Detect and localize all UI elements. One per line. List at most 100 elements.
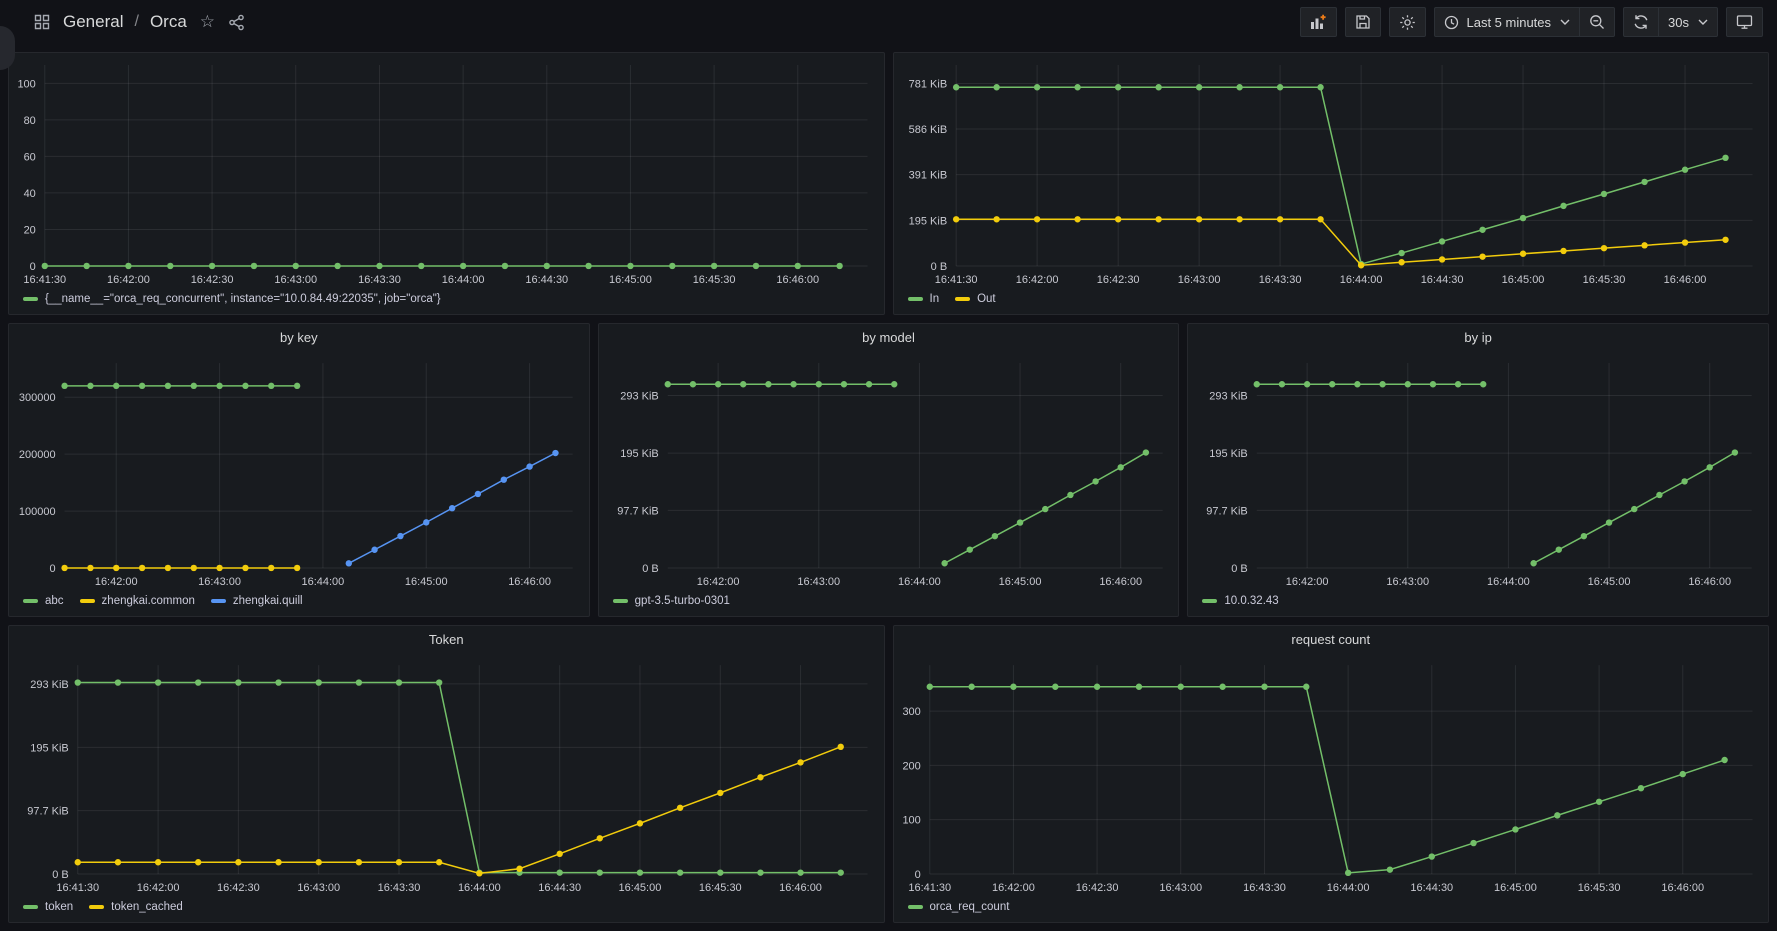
svg-text:0 B: 0 B [642, 563, 659, 575]
svg-text:16:42:00: 16:42:00 [1015, 274, 1058, 286]
svg-text:195 KiB: 195 KiB [30, 742, 68, 754]
svg-text:195 KiB: 195 KiB [908, 215, 946, 227]
by-key-chart[interactable]: 0 100000 200000 300000 16:42:00 16:43:00 16:44… [9, 351, 589, 592]
svg-text:586 KiB: 586 KiB [908, 124, 946, 136]
svg-text:16:44:00: 16:44:00 [302, 576, 345, 588]
token-chart[interactable]: 0 B 97.7 KiB 195 KiB 293 KiB 16:41:30 16:42:0… [9, 653, 884, 898]
legend-label: zhengkai.common [101, 595, 195, 607]
legend-swatch [79, 599, 95, 603]
svg-text:781 KiB: 781 KiB [908, 79, 946, 91]
svg-text:16:42:00: 16:42:00 [696, 576, 739, 588]
svg-text:20: 20 [24, 224, 36, 236]
svg-text:16:42:00: 16:42:00 [107, 274, 150, 286]
svg-text:97.7 KiB: 97.7 KiB [27, 806, 69, 818]
legend-label: token [45, 901, 74, 913]
legend-label: token_cached [111, 901, 183, 913]
svg-text:300000: 300000 [19, 392, 56, 404]
svg-text:16:41:30: 16:41:30 [934, 274, 977, 286]
orca-req-concurrent-chart[interactable]: 0 20 40 60 80 100 16:41:30 16:42:00 16:42:30 16:4… [9, 53, 884, 290]
svg-text:16:43:30: 16:43:30 [1258, 274, 1301, 286]
legend-item[interactable]: zhengkai.quill [210, 595, 303, 607]
clock-icon [1445, 15, 1459, 29]
svg-text:97.7 KiB: 97.7 KiB [1207, 505, 1249, 517]
legend: {__name__="orca_req_concurrent", instanc… [9, 290, 884, 314]
svg-text:293 KiB: 293 KiB [30, 679, 68, 691]
monitor-icon [1736, 15, 1753, 29]
svg-text:16:46:00: 16:46:00 [779, 882, 822, 894]
time-range-label: Last 5 minutes [1466, 14, 1552, 30]
legend-item[interactable]: orca_req_count [907, 901, 1009, 913]
svg-text:16:45:30: 16:45:30 [693, 274, 736, 286]
chevron-down-icon [1698, 19, 1708, 25]
legend: orca_req_count [894, 898, 1769, 922]
legend-swatch [23, 297, 38, 301]
svg-text:200: 200 [902, 760, 920, 772]
by-ip-chart[interactable]: 0 B 97.7 KiB 195 KiB 293 KiB 16:42:00 16:43:0… [1188, 351, 1768, 592]
legend-item[interactable]: token_cached [89, 901, 183, 913]
svg-text:293 KiB: 293 KiB [620, 390, 658, 402]
legend-item[interactable]: zhengkai.common [79, 595, 195, 607]
legend-item[interactable]: 10.0.32.43 [1202, 595, 1279, 607]
dashboard-settings-button[interactable] [1389, 7, 1427, 37]
share-icon[interactable] [224, 10, 249, 35]
svg-text:16:45:30: 16:45:30 [1577, 882, 1620, 894]
request-count-chart[interactable]: 0 100 200 300 16:41:30 16:42:00 16:42:30 16:43:… [894, 653, 1769, 898]
svg-text:16:45:00: 16:45:00 [1588, 576, 1631, 588]
legend-item[interactable]: In [907, 293, 940, 305]
svg-text:200000: 200000 [19, 449, 56, 461]
panel-title[interactable]: by model [862, 330, 915, 345]
svg-text:16:43:00: 16:43:00 [797, 576, 840, 588]
legend-swatch [955, 297, 971, 301]
legend-item[interactable]: token [23, 901, 73, 913]
legend: abc zhengkai.common zhengkai.quill [9, 592, 589, 616]
svg-text:16:44:00: 16:44:00 [898, 576, 941, 588]
zoom-out-time-button[interactable] [1580, 7, 1616, 37]
legend-item[interactable]: gpt-3.5-turbo-0301 [612, 595, 730, 607]
add-panel-button[interactable] [1300, 7, 1338, 37]
panel-request-count: request count 0 100 200 300 16:41:30 16:42:00… [892, 625, 1769, 923]
dashboards-grid-icon[interactable] [30, 10, 54, 34]
network-in-out-chart[interactable]: 0 B 195 KiB 391 KiB 586 KiB 781 KiB 16:41:30 1… [894, 53, 1769, 290]
by-model-chart[interactable]: 0 B 97.7 KiB 195 KiB 293 KiB 16:42:00 16:43:0… [599, 351, 1179, 592]
time-range-picker[interactable]: Last 5 minutes [1434, 7, 1581, 37]
panel-title[interactable]: request count [1291, 632, 1371, 647]
panel-title[interactable]: by key [280, 330, 318, 345]
legend-label: abc [45, 595, 64, 607]
svg-text:16:44:00: 16:44:00 [1487, 576, 1530, 588]
svg-text:16:43:00: 16:43:00 [297, 882, 340, 894]
svg-text:16:43:00: 16:43:00 [198, 576, 241, 588]
legend-item[interactable]: {__name__="orca_req_concurrent", instanc… [23, 293, 441, 305]
add-panel-icon [1311, 14, 1327, 29]
svg-text:16:44:00: 16:44:00 [1326, 882, 1369, 894]
legend-label: gpt-3.5-turbo-0301 [634, 595, 730, 607]
legend-item[interactable]: abc [23, 595, 64, 607]
save-dashboard-button[interactable] [1345, 7, 1382, 37]
svg-text:100000: 100000 [19, 506, 56, 518]
legend: In Out [894, 290, 1769, 314]
refresh-interval-picker[interactable]: 30s [1659, 7, 1718, 37]
svg-text:16:44:30: 16:44:30 [525, 274, 568, 286]
sidebar-toggle[interactable] [0, 26, 15, 70]
svg-text:16:44:00: 16:44:00 [458, 882, 501, 894]
svg-text:60: 60 [24, 151, 36, 163]
refresh-button[interactable] [1623, 7, 1660, 37]
panel-title[interactable]: Token [428, 632, 464, 647]
svg-text:195 KiB: 195 KiB [620, 448, 658, 460]
legend-label: In [929, 293, 940, 305]
svg-text:16:46:00: 16:46:00 [1689, 576, 1732, 588]
svg-text:16:45:00: 16:45:00 [1501, 274, 1544, 286]
svg-text:16:46:00: 16:46:00 [1099, 576, 1142, 588]
legend-label: Out [977, 293, 996, 305]
refresh-group: 30s [1623, 7, 1718, 37]
star-icon[interactable]: ☆ [199, 12, 216, 31]
dashboard-header: General / Orca ☆ [0, 0, 1777, 44]
refresh-interval-label: 30s [1668, 14, 1689, 30]
panel-title[interactable]: by ip [1464, 330, 1492, 345]
svg-text:16:41:30: 16:41:30 [56, 882, 99, 894]
cycle-view-mode-button[interactable] [1726, 7, 1763, 37]
svg-text:16:42:30: 16:42:30 [217, 882, 260, 894]
legend-label: zhengkai.quill [232, 595, 303, 607]
breadcrumb-folder[interactable]: General [63, 12, 124, 31]
legend-item[interactable]: Out [955, 293, 996, 305]
breadcrumb-dashboard-title[interactable]: Orca [149, 12, 187, 31]
